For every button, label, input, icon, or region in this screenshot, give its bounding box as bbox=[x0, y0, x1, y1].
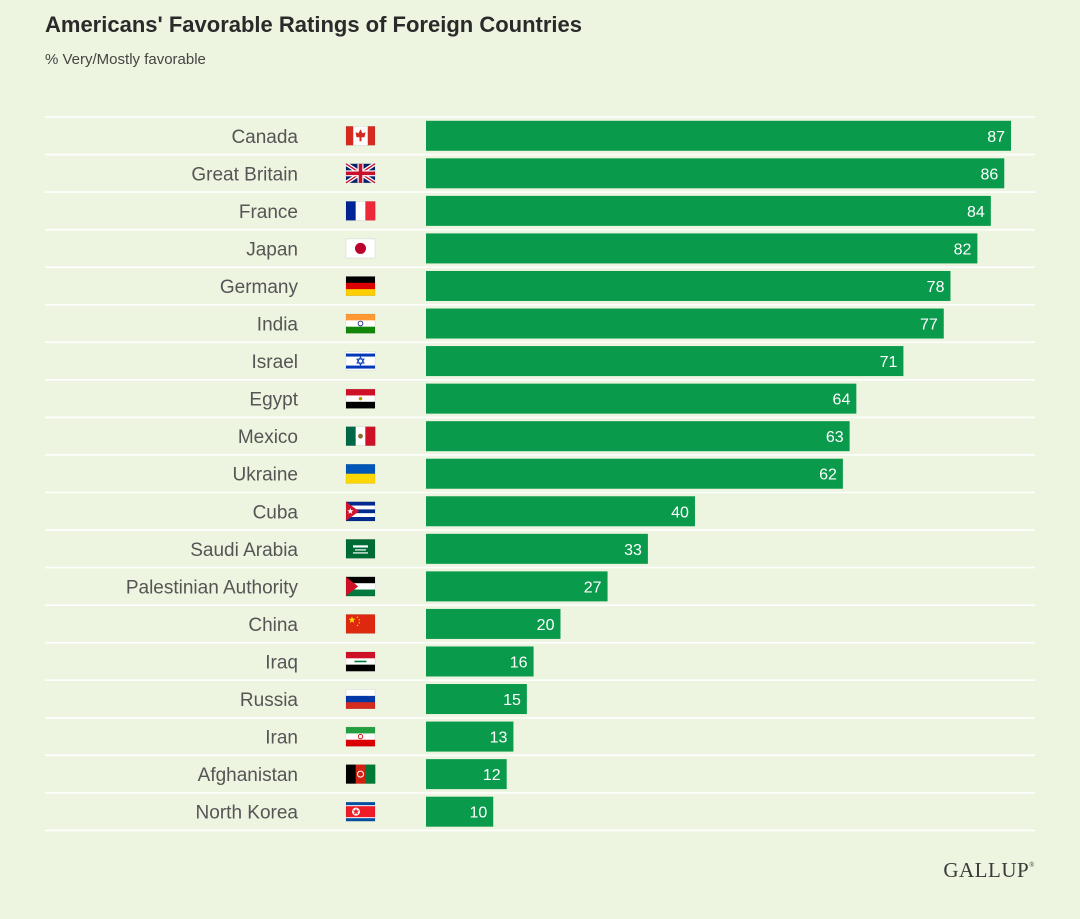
north-korea-flag-icon bbox=[345, 801, 376, 822]
bar bbox=[426, 270, 951, 301]
egypt-flag-icon bbox=[345, 388, 376, 409]
france-flag-icon bbox=[345, 201, 376, 221]
value-label: 27 bbox=[584, 579, 602, 596]
category-label: North Korea bbox=[196, 803, 299, 824]
category-label: Saudi Arabia bbox=[190, 540, 298, 561]
iraq-flag-icon bbox=[345, 651, 376, 672]
cuba-flag-icon bbox=[345, 501, 376, 522]
value-label: 78 bbox=[927, 279, 945, 296]
bar bbox=[426, 383, 857, 414]
china-flag-icon bbox=[345, 614, 376, 634]
bar bbox=[426, 721, 514, 752]
iran-flag-icon bbox=[345, 726, 376, 747]
bar bbox=[426, 646, 534, 677]
canada-flag-icon bbox=[345, 125, 376, 146]
palestinian-authority-flag-icon bbox=[345, 576, 376, 597]
gallup-logo: GALLUP® bbox=[943, 858, 1035, 882]
category-label: Japan bbox=[246, 239, 298, 260]
bar bbox=[426, 759, 507, 790]
afghanistan-flag-icon bbox=[345, 764, 376, 784]
bar bbox=[426, 496, 695, 527]
bar bbox=[426, 233, 978, 264]
value-label: 77 bbox=[920, 317, 938, 334]
category-label: France bbox=[239, 202, 298, 223]
value-label: 82 bbox=[954, 241, 972, 258]
category-label: Ukraine bbox=[233, 465, 298, 486]
category-label: Iraq bbox=[265, 652, 298, 673]
saudi-arabia-flag-icon bbox=[345, 539, 376, 559]
value-label: 20 bbox=[537, 617, 555, 634]
bar bbox=[426, 346, 904, 377]
category-label: India bbox=[257, 315, 299, 336]
bar bbox=[426, 684, 527, 715]
value-label: 71 bbox=[880, 354, 898, 371]
bar bbox=[426, 608, 561, 639]
bar bbox=[426, 796, 494, 827]
chart-title: Americans' Favorable Ratings of Foreign … bbox=[45, 12, 583, 37]
category-label: Palestinian Authority bbox=[126, 577, 299, 598]
bar bbox=[426, 421, 850, 452]
category-label: Afghanistan bbox=[198, 765, 298, 786]
value-label: 13 bbox=[490, 730, 508, 747]
category-label: Cuba bbox=[253, 502, 299, 523]
value-label: 33 bbox=[624, 542, 642, 559]
category-label: Canada bbox=[231, 127, 298, 148]
value-label: 10 bbox=[469, 805, 487, 822]
india-flag-icon bbox=[345, 313, 376, 334]
great-britain-flag-icon bbox=[344, 162, 377, 185]
value-label: 86 bbox=[980, 166, 998, 183]
bar bbox=[426, 158, 1005, 189]
category-label: Egypt bbox=[249, 390, 298, 411]
ukraine-flag-icon bbox=[345, 463, 376, 484]
chart-subtitle: % Very/Mostly favorable bbox=[45, 51, 206, 68]
value-label: 12 bbox=[483, 767, 501, 784]
bar bbox=[426, 571, 608, 602]
category-label: Germany bbox=[220, 277, 299, 298]
value-label: 62 bbox=[819, 467, 837, 484]
bar bbox=[426, 458, 843, 489]
bar bbox=[426, 120, 1011, 151]
value-label: 15 bbox=[503, 692, 521, 709]
category-label: Iran bbox=[265, 728, 298, 749]
gallup-logo-text: GALLUP bbox=[943, 858, 1030, 882]
category-label: China bbox=[248, 615, 298, 636]
category-label: Great Britain bbox=[191, 164, 298, 185]
japan-flag-icon bbox=[345, 238, 376, 259]
category-label: Russia bbox=[240, 690, 299, 711]
value-label: 40 bbox=[671, 504, 689, 521]
category-label: Israel bbox=[252, 352, 298, 373]
value-label: 63 bbox=[826, 429, 844, 446]
value-label: 87 bbox=[987, 129, 1005, 146]
bar bbox=[426, 195, 991, 226]
israel-flag-icon bbox=[345, 351, 376, 371]
bar bbox=[426, 533, 648, 564]
value-label: 84 bbox=[967, 204, 985, 221]
bar bbox=[426, 308, 944, 339]
category-label: Mexico bbox=[238, 427, 298, 448]
value-label: 64 bbox=[833, 392, 851, 409]
mexico-flag-icon bbox=[345, 426, 376, 446]
germany-flag-icon bbox=[345, 276, 376, 296]
value-label: 16 bbox=[510, 654, 528, 671]
russia-flag-icon bbox=[345, 689, 376, 709]
